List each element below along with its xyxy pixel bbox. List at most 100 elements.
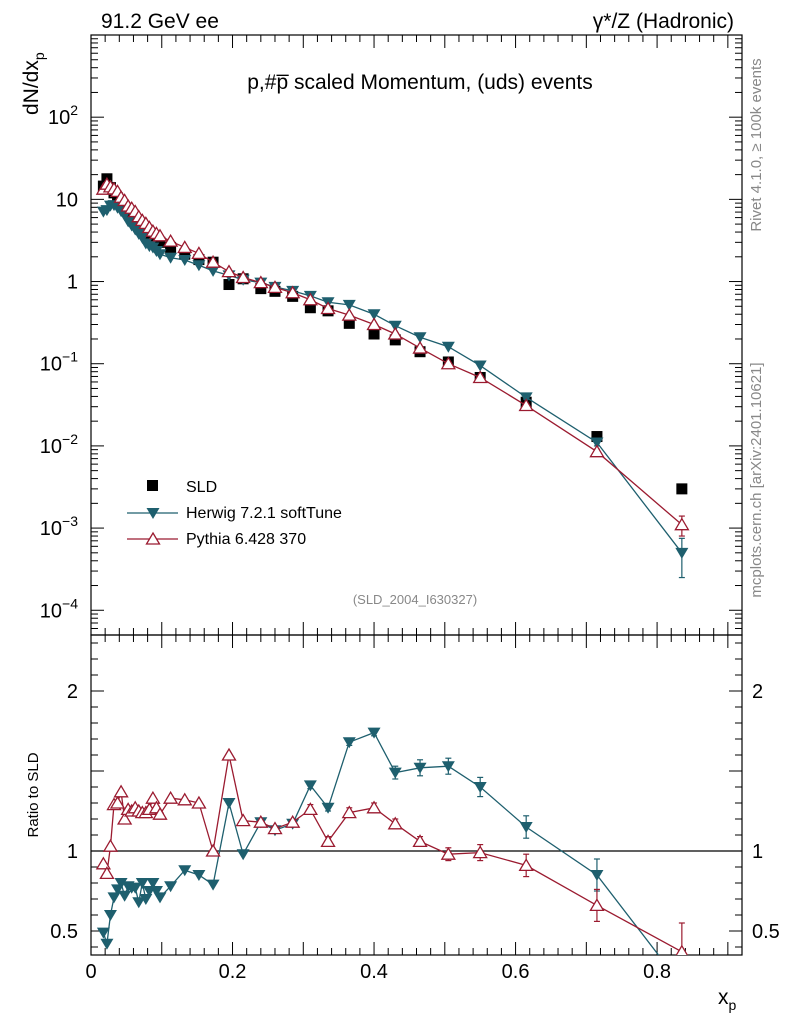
y-axis-label-main: dN/dx [20, 60, 43, 115]
data-point-pythia [472, 370, 488, 384]
data-point-sld [165, 241, 177, 253]
x-axis-label-main: x [718, 986, 729, 1009]
data-point-pythia [320, 301, 336, 315]
ratio-point-pythia [387, 816, 403, 830]
data-point-sld [368, 328, 380, 340]
ratio-point-herwig [107, 892, 121, 904]
data-point-pythia [387, 326, 403, 340]
y-tick-exponent: −4 [62, 595, 78, 611]
data-point-pythia [589, 444, 605, 458]
ratio-point-pythia [191, 795, 207, 809]
data-point-herwig [590, 437, 604, 449]
data-point-herwig [388, 320, 402, 332]
ratio-point-pythia [152, 806, 168, 820]
ratio-point-herwig [146, 878, 160, 889]
main-axis-ticks [90, 35, 743, 636]
ratio-point-herwig [519, 822, 533, 833]
y-tick-exponent: 2 [70, 102, 78, 118]
data-point-pythia [177, 240, 193, 254]
ratio-point-pythia [366, 800, 382, 814]
main-y-tick-label: 1 [67, 272, 78, 294]
ratio-point-herwig [321, 802, 335, 814]
ratio-point-pythia [109, 795, 126, 809]
legend-label-herwig: Herwig 7.2.1 softTune [186, 505, 342, 522]
data-point-herwig [164, 252, 178, 264]
ratio-point-pythia [341, 805, 357, 819]
data-point-pythia [302, 292, 318, 306]
data-point-pythia [412, 340, 428, 354]
ratio-point-herwig [178, 865, 192, 877]
data-point-herwig [135, 232, 149, 244]
legend-marker-sld [147, 480, 158, 491]
y-tick-base: 10 [40, 600, 62, 622]
y-tick-exponent: −2 [62, 431, 78, 447]
x-tick-labels: 0 0.2 0.4 0.6 0.8 [85, 961, 671, 983]
ratio-y-tick-label-right: 1 [752, 841, 763, 863]
ratio-y-axis-label: Ratio to SLD [25, 752, 42, 837]
ratio-point-herwig [236, 849, 250, 861]
data-point-pythia [518, 398, 534, 412]
data-point-pythia [235, 270, 251, 284]
ratio-point-pythia [162, 790, 179, 804]
ratio-point-herwig [100, 938, 114, 950]
ratio-point-pythia [205, 843, 221, 857]
x-axis-label: xp [718, 986, 737, 1013]
data-point-pythia [267, 280, 283, 293]
ratio-point-herwig [441, 761, 455, 773]
ratio-y-tick-labels: 0.5 0.5 1 1 2 2 [50, 681, 780, 943]
main-plot-data [95, 173, 690, 579]
y-tick-base: 1 [67, 272, 78, 294]
ratio-point-pythia [589, 898, 605, 912]
data-point-pythia [253, 275, 269, 289]
ratio-point-herwig [192, 870, 206, 881]
ratio-point-pythia [267, 821, 283, 835]
main-y-tick-label: 10−2 [40, 431, 78, 458]
x-tick-label: 0.8 [643, 961, 671, 983]
header-process-label: γ*/Z (Hadronic) [593, 10, 734, 33]
y-tick-base: 10 [40, 354, 62, 376]
ratio-point-pythia [113, 784, 129, 798]
ratio-point-pythia [320, 834, 336, 848]
data-point-herwig [342, 299, 356, 311]
data-point-herwig [153, 249, 167, 261]
ratio-point-pythia [412, 834, 428, 848]
ratio-point-herwig [132, 897, 146, 909]
main-y-tick-label: 10 [56, 189, 78, 211]
ratio-point-herwig [118, 890, 132, 902]
ratio-point-herwig [675, 980, 688, 991]
ratio-point-pythia [235, 813, 251, 827]
data-point-herwig [192, 260, 206, 272]
data-point-herwig [367, 309, 381, 321]
x-tick-label: 0 [85, 961, 96, 983]
ratio-point-herwig [222, 798, 236, 809]
ratio-point-pythia [221, 747, 237, 761]
analysis-id-label: (SLD_2004_I630327) [353, 592, 477, 607]
data-point-pythia [366, 317, 382, 331]
legend-marker-pythia [145, 531, 161, 545]
ratio-point-herwig [388, 767, 402, 779]
data-point-pythia [341, 307, 357, 321]
ratio-y-tick-label-left: 0.5 [50, 921, 78, 943]
ratio-point-pythia [302, 802, 318, 816]
ratio-point-herwig [473, 782, 487, 793]
ratio-y-tick-label-left: 2 [67, 681, 78, 703]
ratio-point-pythia [145, 790, 161, 804]
main-y-tick-label: 10−1 [40, 349, 78, 376]
ratio-point-herwig [103, 910, 117, 921]
main-y-tick-label: 102 [48, 102, 78, 129]
data-point-herwig [519, 392, 533, 404]
legend-label-pythia: Pythia 6.428 370 [186, 531, 306, 548]
ratio-point-pythia [518, 858, 534, 872]
ratio-point-pythia [99, 866, 115, 880]
data-point-pythia [205, 254, 221, 268]
y-tick-base: 10 [48, 107, 70, 129]
ratio-y-tick-label-left: 1 [67, 841, 78, 863]
y-tick-base: 10 [40, 518, 62, 540]
y-tick-exponent: −1 [62, 349, 78, 365]
y-axis-label: dN/dxp [20, 52, 47, 115]
data-point-sld [154, 236, 166, 248]
ratio-point-herwig [367, 727, 381, 739]
data-point-sld [223, 279, 235, 291]
